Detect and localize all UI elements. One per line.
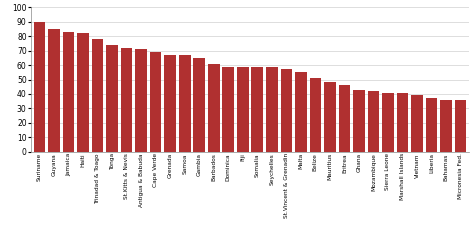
Bar <box>295 72 307 152</box>
Bar <box>338 85 350 152</box>
Bar <box>92 39 103 152</box>
Bar <box>179 55 191 152</box>
Bar <box>106 45 118 152</box>
Bar <box>397 93 408 152</box>
Bar <box>136 49 147 152</box>
Bar <box>237 67 248 152</box>
Bar <box>266 67 278 152</box>
Bar <box>164 55 176 152</box>
Bar <box>121 48 132 152</box>
Bar <box>222 67 234 152</box>
Bar <box>368 91 379 152</box>
Bar <box>150 52 162 152</box>
Bar <box>281 69 292 152</box>
Bar <box>353 90 365 152</box>
Bar <box>455 100 466 152</box>
Bar <box>440 100 452 152</box>
Bar <box>208 64 219 152</box>
Bar <box>48 29 60 152</box>
Bar <box>324 82 336 152</box>
Bar <box>382 93 394 152</box>
Bar <box>63 32 74 152</box>
Bar <box>252 67 263 152</box>
Bar <box>193 58 205 152</box>
Bar <box>426 98 438 152</box>
Bar <box>34 22 46 152</box>
Bar <box>411 95 423 152</box>
Bar <box>310 78 321 152</box>
Bar <box>77 33 89 152</box>
